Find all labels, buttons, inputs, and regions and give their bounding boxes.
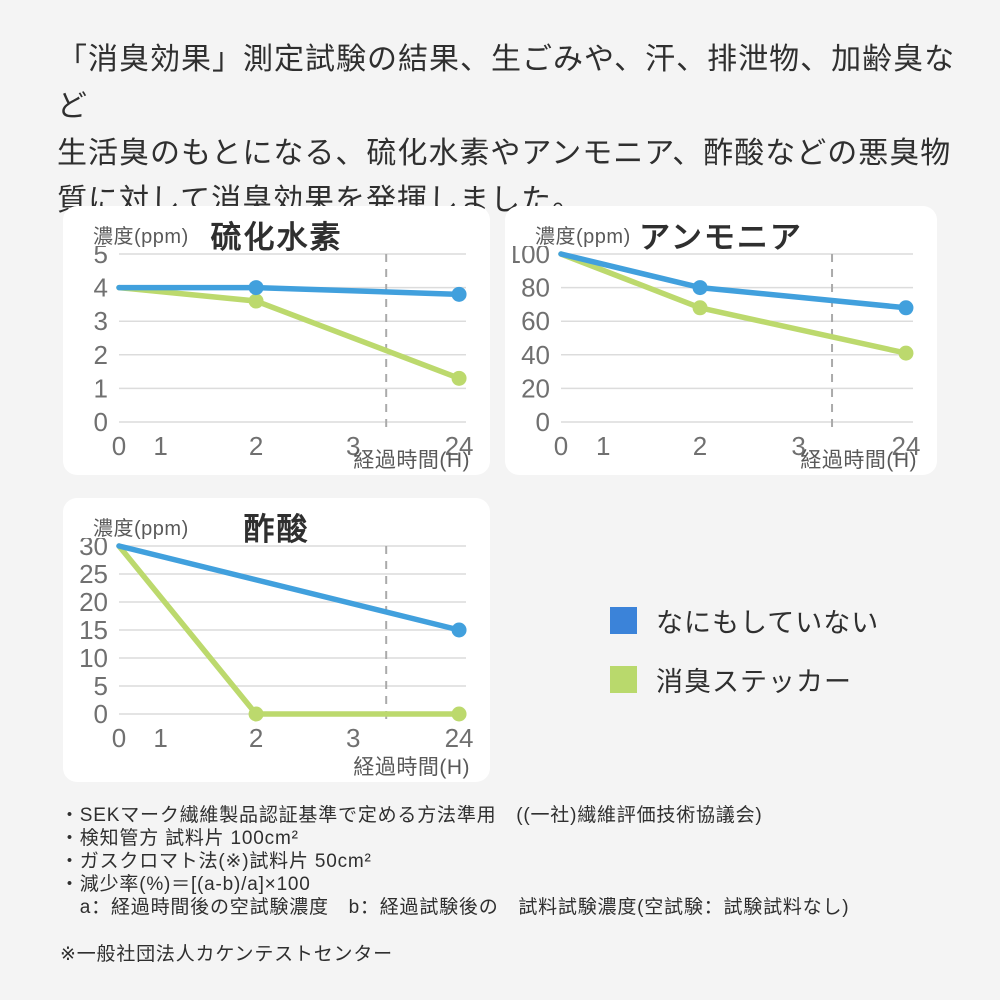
y-axis-label: 濃度(ppm): [93, 518, 189, 540]
svg-text:0: 0: [112, 723, 126, 753]
legend-swatch-green: [610, 666, 637, 693]
svg-text:20: 20: [521, 373, 550, 403]
svg-text:経過時間(H): 経過時間(H): [353, 449, 470, 472]
chart-card-hydrogen-sulfide: 濃度(ppm) 硫化水素 5 4 3 2 1 0 0 1 2 3 24 経過時間(H): [63, 206, 490, 475]
svg-text:0: 0: [112, 431, 126, 461]
svg-text:80: 80: [521, 273, 550, 303]
header-text: 「消臭効果」測定試験の結果、生ごみや、汗、排泄物、加齢臭など 生活臭のもとになる…: [57, 43, 956, 217]
legend-item-deodorant-sticker: 消臭ステッカー: [610, 660, 879, 699]
svg-text:4: 4: [94, 273, 108, 303]
footnote-test-center: ※一般社団法人カケンテストセンター: [60, 944, 393, 965]
svg-text:1: 1: [153, 431, 167, 461]
svg-text:2: 2: [94, 340, 108, 370]
legend-swatch-blue: [610, 607, 637, 634]
svg-text:0: 0: [554, 431, 568, 461]
svg-text:3: 3: [791, 431, 805, 461]
svg-text:1: 1: [153, 723, 167, 753]
svg-text:1: 1: [94, 373, 108, 403]
legend-item-untreated: なにもしていない: [610, 601, 879, 640]
svg-text:5: 5: [94, 246, 108, 269]
svg-text:0: 0: [94, 699, 108, 729]
svg-text:60: 60: [521, 306, 550, 336]
svg-text:3: 3: [94, 306, 108, 336]
svg-text:3: 3: [346, 431, 360, 461]
chart-legend: なにもしていない 消臭ステッカー: [610, 601, 879, 719]
svg-text:3: 3: [346, 723, 360, 753]
svg-text:1: 1: [596, 431, 610, 461]
svg-text:0: 0: [536, 407, 550, 437]
chart-title-acetic-acid: 酢酸: [243, 512, 310, 547]
svg-text:経過時間(H): 経過時間(H): [353, 756, 470, 779]
svg-text:30: 30: [79, 538, 108, 561]
legend-label: 消臭ステッカー: [656, 667, 852, 697]
y-axis-label: 濃度(ppm): [93, 226, 189, 248]
svg-text:20: 20: [79, 587, 108, 617]
footnote-line: ・ガスクロマト法(※)試料片 50cm²: [60, 851, 372, 872]
svg-text:25: 25: [79, 559, 108, 589]
svg-text:2: 2: [249, 723, 263, 753]
chart-title-hydrogen-sulfide: 硫化水素: [210, 220, 343, 255]
svg-text:15: 15: [79, 615, 108, 645]
chart-card-ammonia: 濃度(ppm) アンモニア 100 80 60 40 20 0 0 1 2 3 24 経過時間(H): [505, 206, 937, 475]
footnote-line: a：経過時間後の空試験濃度 b：経過試験後の 試料試験濃度(空試験：試験試料なし…: [60, 897, 850, 918]
chart-title-ammonia: アンモニア: [639, 220, 803, 255]
footnote-line: ・検知管方 試料片 100cm²: [60, 828, 299, 849]
svg-text:2: 2: [693, 431, 707, 461]
footnotes: ・SEKマーク繊維製品認証基準で定める方法準用 ((一社)繊維評価技術協議会) …: [60, 804, 960, 966]
svg-text:2: 2: [249, 431, 263, 461]
svg-text:40: 40: [521, 340, 550, 370]
svg-text:24: 24: [891, 431, 920, 461]
chart-card-acetic-acid: 濃度(ppm) 酢酸 30 25 20 15 10 5 0 0 1 2 3 24 経過時間(H): [63, 498, 490, 782]
svg-text:100: 100: [513, 246, 550, 269]
svg-text:経過時間(H): 経過時間(H): [800, 449, 917, 472]
footnote-line: ・SEKマーク繊維製品認証基準で定める方法準用 ((一社)繊維評価技術協議会): [60, 805, 763, 826]
svg-text:10: 10: [79, 643, 108, 673]
footnote-line: ・減少率(%)＝[(a-b)/a]×100: [60, 874, 311, 895]
svg-text:24: 24: [445, 723, 474, 753]
svg-text:24: 24: [445, 431, 474, 461]
y-axis-label: 濃度(ppm): [535, 226, 631, 248]
legend-label: なにもしていない: [656, 608, 880, 638]
svg-text:5: 5: [94, 671, 108, 701]
svg-text:0: 0: [94, 407, 108, 437]
